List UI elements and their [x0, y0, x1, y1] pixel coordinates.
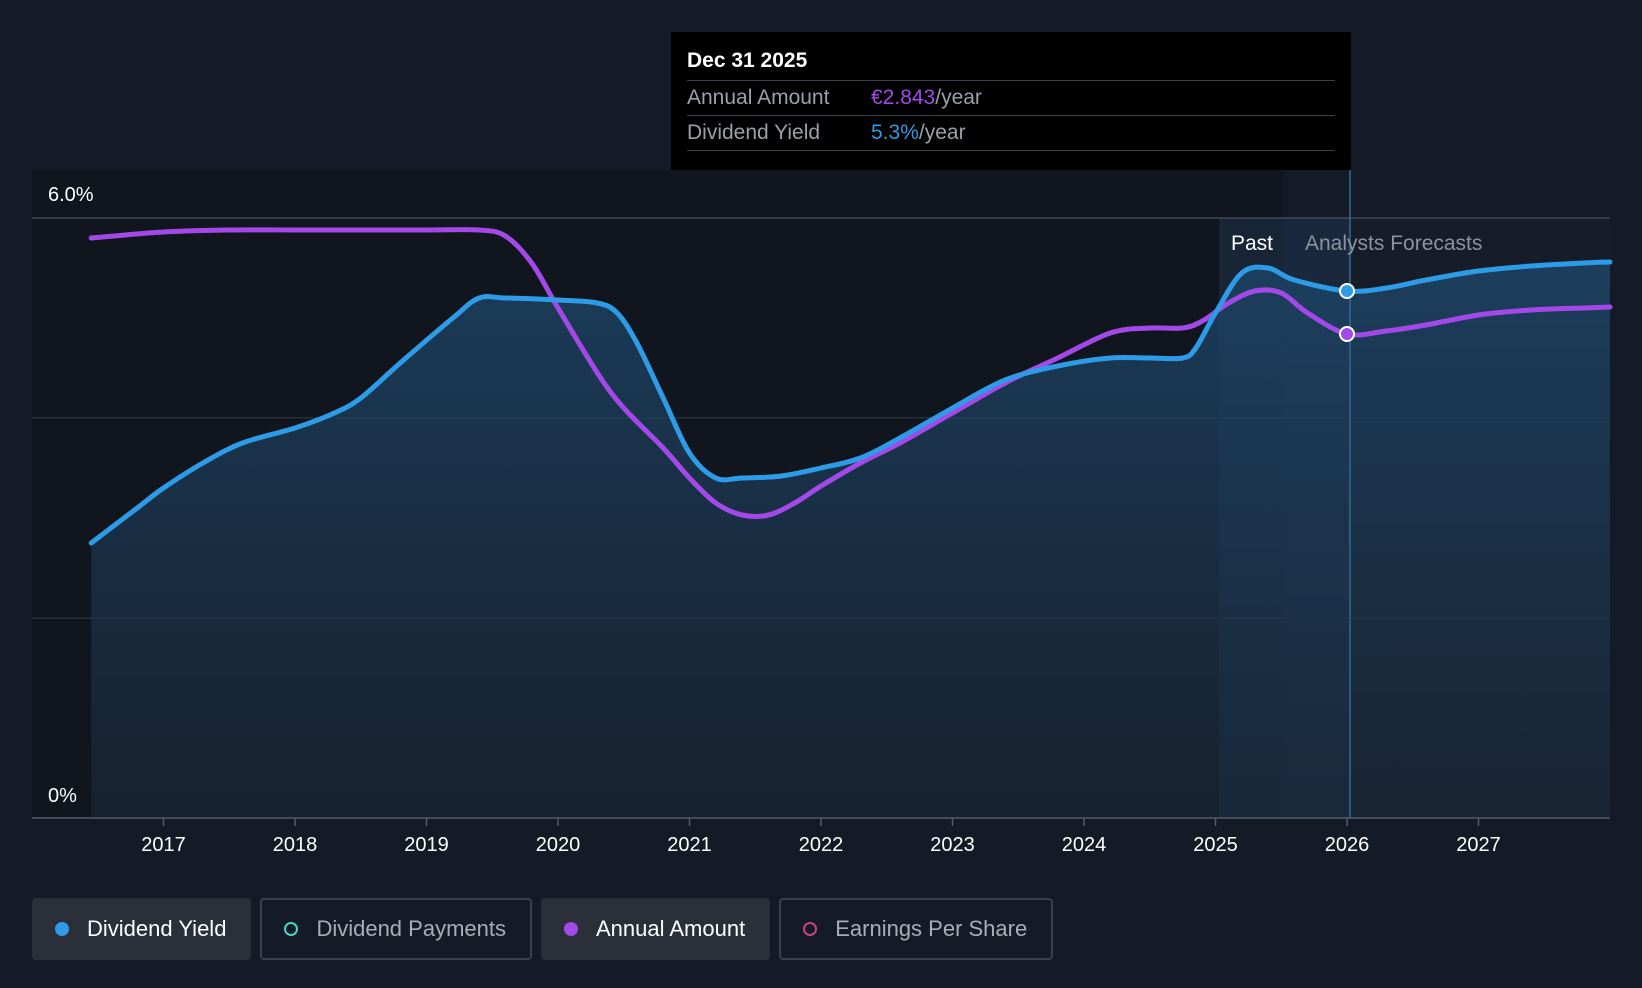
legend-label: Earnings Per Share	[835, 916, 1028, 941]
tooltip-label: Annual Amount	[687, 86, 830, 109]
y-tick-label-top: 6.0%	[48, 184, 94, 206]
dividend-payments-ring-icon	[284, 922, 299, 936]
tooltip-date: Dec 31 2025	[687, 46, 1335, 81]
legend: Dividend Yield Dividend Payments Annual …	[32, 898, 1062, 960]
x-tick-label: 2021	[667, 834, 712, 856]
dividend-yield-marker[interactable]	[1339, 283, 1355, 299]
annual-amount-marker[interactable]	[1339, 326, 1355, 342]
legend-dividend-payments[interactable]: Dividend Payments	[260, 898, 532, 960]
x-tick-label: 2017	[141, 834, 186, 856]
x-tick-label: 2024	[1062, 834, 1107, 856]
x-tick-label: 2020	[536, 834, 581, 856]
tooltip-unit: /year	[918, 121, 966, 144]
tooltip-value: 5.3%	[871, 121, 919, 144]
x-tick-label: 2027	[1456, 834, 1501, 856]
tooltip-unit: /year	[935, 86, 982, 109]
legend-earnings-per-share[interactable]: Earnings Per Share	[779, 898, 1054, 960]
x-tick-label: 2022	[799, 834, 844, 856]
past-region-label: Past	[1231, 232, 1273, 255]
annual-amount-line	[88, 227, 1613, 519]
legend-label: Dividend Payments	[316, 916, 506, 941]
tooltip-value: €2.843	[871, 86, 936, 109]
earnings-per-share-ring-icon	[803, 922, 818, 936]
forecast-region-label: Analysts Forecasts	[1305, 232, 1482, 255]
legend-annual-amount[interactable]: Annual Amount	[540, 898, 771, 960]
x-tick-label: 2025	[1193, 834, 1238, 856]
tooltip-row-dividend-yield: Dividend Yield 5.3% /year	[687, 116, 1335, 151]
x-tick-label: 2019	[404, 834, 449, 856]
dividend-yield-dot-icon	[55, 922, 69, 936]
tooltip-label: Dividend Yield	[687, 121, 821, 144]
dividend-yield-line	[88, 259, 1613, 546]
x-tick-label: 2023	[930, 834, 975, 856]
x-tick-label: 2026	[1325, 834, 1370, 856]
annual-amount-dot-icon	[563, 922, 578, 936]
x-tick-label: 2018	[273, 834, 318, 856]
legend-label: Annual Amount	[595, 916, 746, 941]
tooltip-row-annual-amount: Annual Amount €2.843 /year	[687, 81, 1335, 116]
legend-dividend-yield[interactable]: Dividend Yield	[32, 898, 252, 960]
dividend-yield-area	[91, 262, 1611, 818]
legend-label: Dividend Yield	[87, 916, 227, 941]
tooltip: Dec 31 2025 Annual Amount €2.843 /year D…	[671, 32, 1351, 170]
y-tick-label-bottom: 0%	[48, 785, 77, 807]
